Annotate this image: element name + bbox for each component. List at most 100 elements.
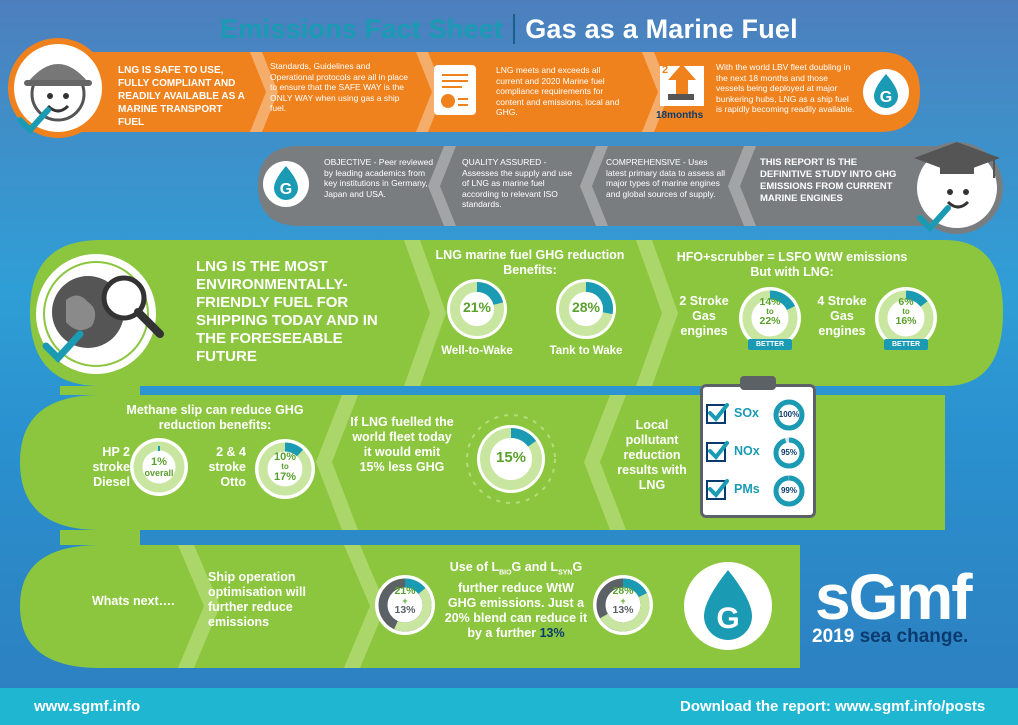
four-stroke-label: 4 Stroke Gas engines <box>817 294 867 338</box>
orange-band <box>60 52 920 132</box>
wtw-label: Well-to-Wake <box>441 345 513 357</box>
four-stroke-range: 6% to 16% <box>872 297 940 327</box>
hp2-value-block: 1% overall <box>128 457 190 479</box>
brand-tagline: 2019 sea change. <box>812 626 968 648</box>
brand-year: 2019 <box>812 626 855 647</box>
environmental-headline: LNG IS THE MOST ENVIRONMENTALLY-FRIENDLY… <box>196 258 378 365</box>
checkbox-icon <box>706 479 729 500</box>
blend-ring-2 <box>593 575 653 635</box>
footer-bar: www.sgmf.info Download the report: www.s… <box>0 688 1018 725</box>
pollutant-value: 95% <box>780 448 797 457</box>
page-title: Emissions Fact Sheet Gas as a Marine Fuel <box>0 14 1018 45</box>
g-drop-logo-icon: G <box>863 69 909 115</box>
hfo-title: HFO+scrubber = LSFO WtW emissions But wi… <box>676 250 908 279</box>
g-drop-logo-icon-2: G <box>263 161 309 207</box>
pollutant-name: PMs <box>734 482 760 496</box>
footer-left-link[interactable]: www.sgmf.info <box>34 698 141 715</box>
compliance-text: LNG meets and exceeds all current and 20… <box>496 65 620 117</box>
fleet-ring-arc <box>480 428 542 490</box>
sgmf-logo: sGmf <box>815 561 973 633</box>
green-chevron-r2b <box>584 395 626 530</box>
two-stroke-from: 14% <box>759 296 781 308</box>
four-stroke-ring <box>875 287 937 349</box>
footer-download-link[interactable]: Download the report: www.sgmf.info/posts <box>680 698 986 715</box>
two-stroke-to-word: to <box>766 307 774 316</box>
fleet-value: 15% <box>495 449 527 466</box>
certificate-icon <box>434 65 476 115</box>
g-drop-logo-large-icon: G <box>684 562 772 650</box>
fleet-ring <box>466 414 556 504</box>
title-part1: Emissions Fact Sheet <box>220 14 504 44</box>
blend-ring-2-bottom: 13% <box>612 604 634 616</box>
otto-range: 10% to 17% <box>252 451 318 483</box>
wtw-value: 21% <box>462 299 492 315</box>
blend-ring-2-plus: + <box>620 596 626 606</box>
grey-chevron-1 <box>428 146 456 226</box>
pollutant-name: SOx <box>734 406 760 420</box>
green-chevron-r1a <box>404 240 446 386</box>
ttw-ring <box>556 279 616 339</box>
pollutant-ring-arc <box>773 399 805 431</box>
pollutant-ring-arc <box>773 475 805 507</box>
biosyn-sub-bio: BIO <box>499 569 512 577</box>
local-pollutant-text: Local pollutant reduction results with L… <box>617 418 687 492</box>
pollutant-ring <box>773 399 805 431</box>
biosyn-b: G and L <box>511 560 559 574</box>
four-stroke-from: 6% <box>898 296 914 308</box>
months-number: 2 <box>662 64 669 76</box>
ttw-value: 28% <box>571 299 601 315</box>
report-text: THIS REPORT IS THE DEFINITIVE STUDY INTO… <box>760 157 897 204</box>
svg-text:G: G <box>880 89 892 106</box>
blend-ring-2-top: 28% <box>612 585 634 597</box>
pollutant-value: 99% <box>780 486 797 495</box>
pollutant-ring <box>773 475 805 507</box>
wtw-ring <box>447 279 507 339</box>
standards-text: Standards, Guidelines and Operational pr… <box>270 61 408 113</box>
world-fleet-text: If LNG fuelled the world fleet today it … <box>350 415 454 474</box>
blend-ring-1-plus: + <box>402 596 408 606</box>
grey-band <box>258 146 960 226</box>
pollutant-row: SOx 100% <box>706 398 812 432</box>
four-stroke-to: 16% <box>895 315 917 327</box>
grey-chevron-2 <box>580 146 608 226</box>
two-stroke-label: 2 Stroke Gas engines <box>679 294 729 338</box>
pollutant-value: 100% <box>778 410 800 419</box>
otto-to-word: to <box>281 462 289 471</box>
green-chevron-r2a <box>316 395 358 530</box>
blend-ring-1 <box>375 575 435 635</box>
pollutant-ring-arc <box>773 437 805 469</box>
checkbox-icon <box>706 403 729 424</box>
wtw-ring-arc <box>450 282 504 336</box>
pollutant-list: SOx 100% NOx 95% PMs 99% <box>706 398 812 510</box>
checkbox-icon <box>706 441 729 462</box>
grey-chevron-3 <box>728 146 756 226</box>
otto-ring <box>255 439 315 499</box>
biosyn-rest: further reduce WtW GHG emissions. Just a… <box>444 580 588 640</box>
ttw-ring-arc <box>559 282 613 336</box>
pollutant-row: NOx 95% <box>706 436 812 470</box>
blend-ring-1-label: 21% + 13% <box>372 586 438 616</box>
ghg-benefits-title: LNG marine fuel GHG reduction Benefits: <box>435 248 625 277</box>
biosyn-sub-syn: SYN <box>558 569 573 577</box>
brand-sea-change: sea change. <box>859 626 969 647</box>
orange-chevron-1 <box>250 52 278 132</box>
ttw-label: Tank to Wake <box>549 345 623 357</box>
otto-from: 10% <box>273 451 297 463</box>
clipboard-clip <box>740 376 776 390</box>
blend-ring-1-top: 21% <box>394 585 416 597</box>
graduate-face-icon <box>911 142 1003 234</box>
four-stroke-to-word: to <box>902 307 910 316</box>
objective-text: OBJECTIVE - Peer reviewed by leading aca… <box>324 157 434 199</box>
pollutant-ring <box>773 437 805 469</box>
green-joint-1 <box>60 386 140 395</box>
whats-next-label: Whats next…. <box>92 594 175 608</box>
two-stroke-to: 22% <box>759 315 781 327</box>
title-separator <box>513 14 516 44</box>
green-joint-2 <box>60 530 140 545</box>
otto-label: 2 & 4 stroke Otto <box>208 445 246 489</box>
biosyn-text: Use of LBIOG and LSYNG further reduce Wt… <box>444 560 588 641</box>
svg-text:G: G <box>280 181 292 198</box>
green-chevron-r3a <box>178 545 220 668</box>
svg-text:G: G <box>716 602 739 635</box>
